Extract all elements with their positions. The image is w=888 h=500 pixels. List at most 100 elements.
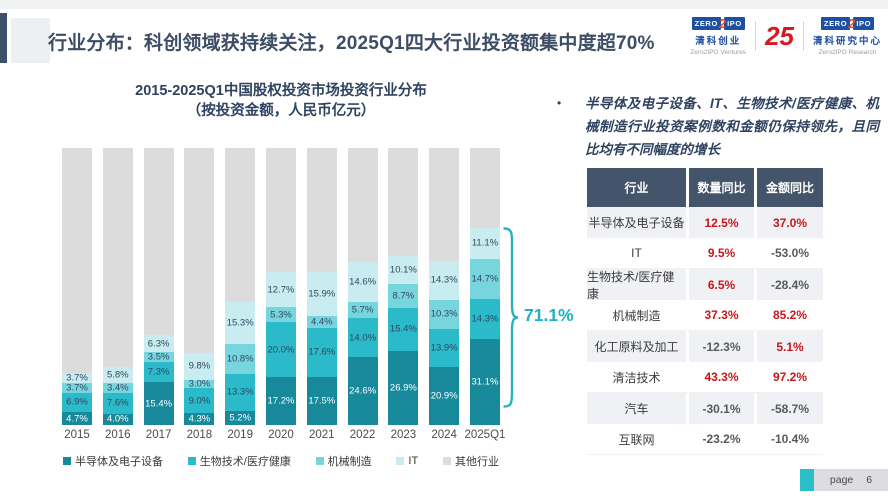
zero2ipo-wordmark: ZERO 2 IPO <box>691 16 745 31</box>
bar-2022: 24.6% 14.0% 5.7% 14.6% <box>347 148 378 425</box>
bar-segment: 10.1% <box>388 255 419 284</box>
bar-segment: 17.2% <box>265 377 296 425</box>
bar-segment: 14.3% <box>429 260 460 301</box>
table-row: 半导体及电子设备 12.5% 37.0% <box>587 207 823 238</box>
bar-segment: 5.2% <box>225 410 256 425</box>
legend-swatch-icon <box>315 457 324 465</box>
table-header-count-yoy: 数量同比 <box>686 168 754 207</box>
bar-segment: 14.0% <box>347 318 378 357</box>
table-header-industry: 行业 <box>624 181 649 195</box>
bar-value-label: 3.7% <box>66 371 88 383</box>
bar-segment: 13.3% <box>225 373 256 411</box>
ventures-en-label: Zero2IPO Ventures <box>690 49 747 56</box>
title-accent-square <box>11 18 50 63</box>
research-en-label: Zero2IPO Research <box>818 49 877 56</box>
x-axis-label: 2016 <box>105 429 131 441</box>
table-header-amount-yoy: 金额同比 <box>754 168 823 207</box>
bar-segment: 6.9% <box>62 392 92 412</box>
bar-segment <box>102 147 133 368</box>
legend-item: 半导体及电子设备 <box>63 453 163 469</box>
table-row: 机械制造 37.3% 85.2% <box>587 300 823 331</box>
legend-label: 生物技术/医疗健康 <box>199 456 291 468</box>
stacked-bar-plot: 4.7% 6.9% 3.7% 3.7% 4.0% 7.6% 3.4% 5.8% 15.4% 7.3… <box>62 147 500 425</box>
bar-segment: 4.7% <box>62 412 92 425</box>
zero2ipo-ventures-logo: ZERO 2 IPO 清科创业 Zero2IPO Ventures <box>690 16 746 56</box>
logo-zero-box: ZERO <box>820 17 851 30</box>
zero2ipo-wordmark: ZERO 2 IPO <box>820 16 875 31</box>
legend-label: IT <box>408 455 419 467</box>
bar-value-label: 6.3% <box>147 337 170 349</box>
bar-value-label: 15.3% <box>226 316 254 328</box>
curly-brace <box>503 227 519 408</box>
bar-segment: 5.8% <box>102 367 133 384</box>
bar-segment: 3.7% <box>62 382 92 394</box>
bar-segment: 17.6% <box>306 327 337 377</box>
bar-2024: 20.9% 13.9% 10.3% 14.3% <box>429 148 460 425</box>
bar-value-label: 14.0% <box>349 331 377 343</box>
bar-value-label: 14.6% <box>349 276 377 288</box>
page-indicator: page 6 <box>814 469 888 491</box>
table-row: 清洁技术 43.3% 97.2% <box>587 362 823 393</box>
bar-segment <box>306 148 337 272</box>
table-row: 生物技术/医疗健康 6.5% -28.4% <box>587 269 823 301</box>
x-axis-label: 2017 <box>145 429 172 441</box>
bar-value-label: 3.7% <box>66 382 88 394</box>
bar-value-label: 26.9% <box>389 382 417 393</box>
chart-legend: 半导体及电子设备 生物技术/医疗健康 机械制造 IT 其他行业 <box>63 453 499 469</box>
bar-segment: 3.0% <box>184 379 215 388</box>
table-row: IT 9.5% -53.0% <box>587 238 823 269</box>
table-row: 汽车 -30.1% -58.7% <box>587 393 823 424</box>
x-axis-label: 2018 <box>186 429 213 441</box>
chart-title-line1: 2015-2025Q1中国股权投资市场投资行业分布 <box>135 83 427 99</box>
legend-item: 生物技术/医疗健康 <box>187 453 291 469</box>
logo-two-glyph: 2 <box>718 16 727 31</box>
yoy-value-cell: 6.5% <box>686 269 754 300</box>
ventures-cn-label: 清科创业 <box>695 36 742 47</box>
industry-cell: 互联网 <box>618 432 655 447</box>
bar-segment: 4.4% <box>306 315 337 328</box>
bar-segment <box>347 148 378 262</box>
bar-segment: 10.8% <box>225 343 256 374</box>
x-axis-labels: 2015 2016 2017 2018 2019 2020 2021 2022 2023 2024… <box>62 429 505 441</box>
bar-value-label: 17.2% <box>267 395 295 407</box>
legend-swatch-icon <box>63 457 71 465</box>
bar-value-label: 7.6% <box>106 397 129 409</box>
yoy-value-cell: 85.2% <box>754 300 823 330</box>
yoy-value-cell: 9.5% <box>686 238 754 268</box>
bar-segment: 31.1% <box>469 338 500 425</box>
legend-item: 其他行业 <box>442 453 499 469</box>
bar-segment: 24.6% <box>347 356 378 425</box>
bar-value-label: 20.9% <box>430 390 458 402</box>
industry-cell: IT <box>631 246 642 260</box>
logo-ipo-box: IPO <box>853 17 875 30</box>
page-accent-square <box>800 469 814 491</box>
bar-segment <box>265 148 296 273</box>
legend-label: 其他行业 <box>454 456 499 468</box>
bar-value-label: 15.9% <box>308 287 336 299</box>
bar-value-label: 10.3% <box>430 308 458 320</box>
industry-cell: 机械制造 <box>612 308 661 323</box>
yoy-value-cell: 37.0% <box>754 207 823 238</box>
bar-segment: 15.4% <box>143 382 174 425</box>
bar-2023: 26.9% 15.4% 8.7% 10.1% <box>388 148 419 425</box>
bar-segment <box>184 148 215 353</box>
legend-swatch-icon <box>442 457 451 465</box>
bar-value-label: 9.0% <box>188 394 211 406</box>
insight-bullet: • 半导体及电子设备、IT、生物技术/医疗健康、机械制造行业投资案例数和金额仍保… <box>557 92 879 161</box>
bar-value-label: 13.3% <box>226 386 254 398</box>
logo-area: ZERO 2 IPO 清科创业 Zero2IPO Ventures 25 ZER… <box>690 14 882 58</box>
industry-cell: 化工原料及加工 <box>594 340 679 354</box>
page-label: page <box>829 474 854 486</box>
industry-cell: 半导体及电子设备 <box>588 216 685 230</box>
x-axis-label: 2020 <box>268 429 294 441</box>
yoy-value-cell: 97.2% <box>754 362 823 392</box>
bar-value-label: 5.2% <box>229 412 252 424</box>
bar-2021: 17.5% 17.6% 4.4% 15.9% <box>306 148 337 425</box>
x-axis-label: 2019 <box>227 429 253 441</box>
bar-value-label: 13.9% <box>430 342 458 354</box>
bar-segment <box>388 148 419 256</box>
bar-segment: 15.9% <box>306 271 337 316</box>
bar-value-label: 7.3% <box>147 366 170 378</box>
bar-segment: 13.9% <box>429 328 460 368</box>
